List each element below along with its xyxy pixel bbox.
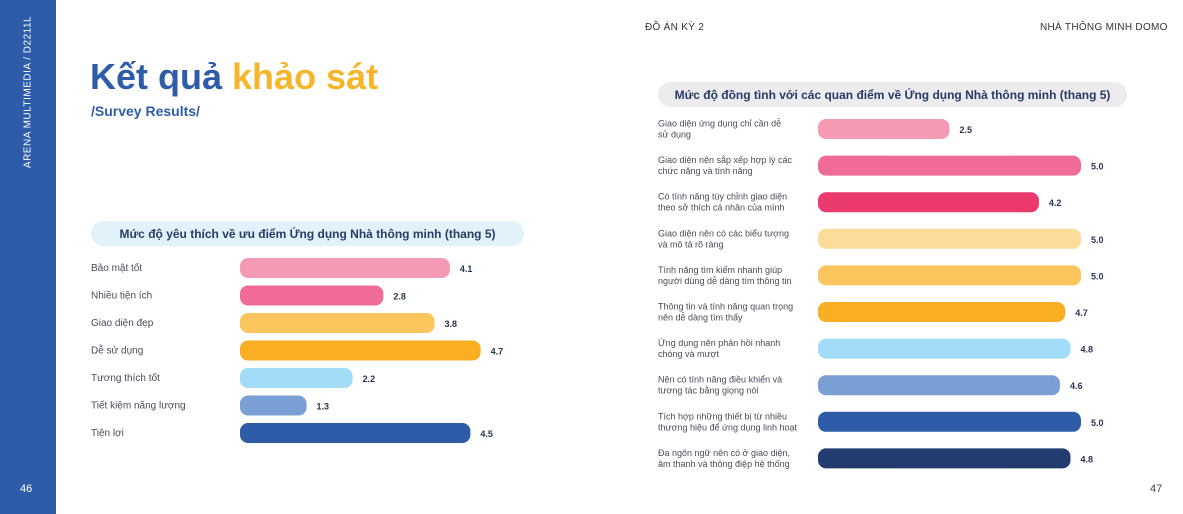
bar [818,265,1081,286]
category-label: nên dễ dàng tìm thấy [658,313,743,323]
category-label: Đa ngôn ngữ nên có ở giao diện, [658,448,790,458]
value-label: 4.2 [1049,198,1062,208]
category-label: Nên có tính năng điều khiển và [658,375,782,385]
title-part1: Kết quả [90,56,223,97]
category-label: âm thanh và thông điệp hệ thống [658,459,790,469]
value-label: 1.3 [317,402,330,412]
category-label: Nhiều tiện ích [91,290,152,302]
header-right: NHÀ THÔNG MINH DOMO [1040,22,1168,33]
value-label: 2.5 [960,125,973,135]
bar [240,313,435,333]
category-label: Giao diện nên có các biểu tượng [658,228,789,238]
bar [240,423,471,443]
bar [818,302,1066,322]
bar [818,119,950,139]
category-label: và mô tả rõ ràng [658,239,724,249]
title-part2: khảo sát [232,56,379,97]
category-label: người dùng dễ dàng tìm thông tin [658,276,792,286]
value-label: 4.8 [1080,345,1093,355]
page-title: Kết quả khảo sát [90,56,378,98]
bar [818,155,1081,176]
bar [818,411,1081,432]
category-label: thương hiệu để ứng dụng linh hoạt [658,422,798,432]
chart-left-title: Mức độ yêu thích về ưu điểm Ứng dụng Nhà… [91,221,524,246]
page-number-left: 46 [20,483,33,495]
category-label: Giao diện đẹp [91,318,154,329]
category-label: Tương thích tốt [91,372,160,384]
value-label: 3.8 [445,319,458,329]
bar [240,285,384,306]
value-label: 4.5 [480,429,493,439]
bar [240,395,307,416]
value-label: 4.7 [491,347,504,357]
value-label: 4.7 [1075,308,1088,318]
category-label: Giao diện ứng dụng chỉ cần dễ [658,119,781,129]
chart-right-title: Mức độ đồng tình với các quan điểm về Ứn… [658,82,1127,107]
category-label: Có tính năng tùy chỉnh giao diện [658,192,787,202]
value-label: 5.0 [1091,418,1104,428]
category-label: Ứng dụng nên phản hồi nhanh [658,338,780,348]
value-label: 5.0 [1091,271,1104,281]
value-label: 2.2 [363,374,376,384]
category-label: Giao diện nên sắp xếp hợp lý các [658,155,792,165]
bar [818,338,1071,359]
page-number-right: 47 [1150,483,1163,495]
category-label: Tiện lợi [91,428,124,439]
category-label: chóng và mượt [658,349,719,359]
category-label: tương tác bằng giọng nói [658,386,759,396]
category-label: Bảo mật tốt [91,262,142,274]
value-label: 5.0 [1091,162,1104,172]
category-label: Thông tin và tính năng quan trọng [658,302,793,312]
category-label: Tính năng tìm kiếm nhanh giúp [658,265,782,275]
page-subtitle: /Survey Results/ [91,103,200,119]
category-label: sử dụng [658,130,691,140]
bar [240,258,450,278]
value-label: 4.1 [460,264,473,274]
category-label: chức năng và tính năng [658,166,753,176]
bar [818,448,1071,469]
category-label: Tích hợp những thiết bị từ nhiều [658,411,787,421]
category-label: Dễ sử dụng [91,344,143,357]
category-label: theo sở thích cá nhân của mình [658,203,784,213]
category-label: Tiết kiệm năng lượng [91,400,186,412]
value-label: 2.8 [393,292,406,302]
value-label: 4.8 [1080,454,1093,464]
value-label: 5.0 [1091,235,1104,245]
bar [818,192,1039,213]
sidebar: ARENA MULTIMEDIA / D2211L 46 [0,0,56,514]
header-left: ĐỒ ÁN KỲ 2 [645,22,705,33]
bar [818,228,1081,249]
bar [240,368,353,388]
bar [818,375,1060,396]
bar [240,340,481,361]
value-label: 4.6 [1070,381,1083,391]
